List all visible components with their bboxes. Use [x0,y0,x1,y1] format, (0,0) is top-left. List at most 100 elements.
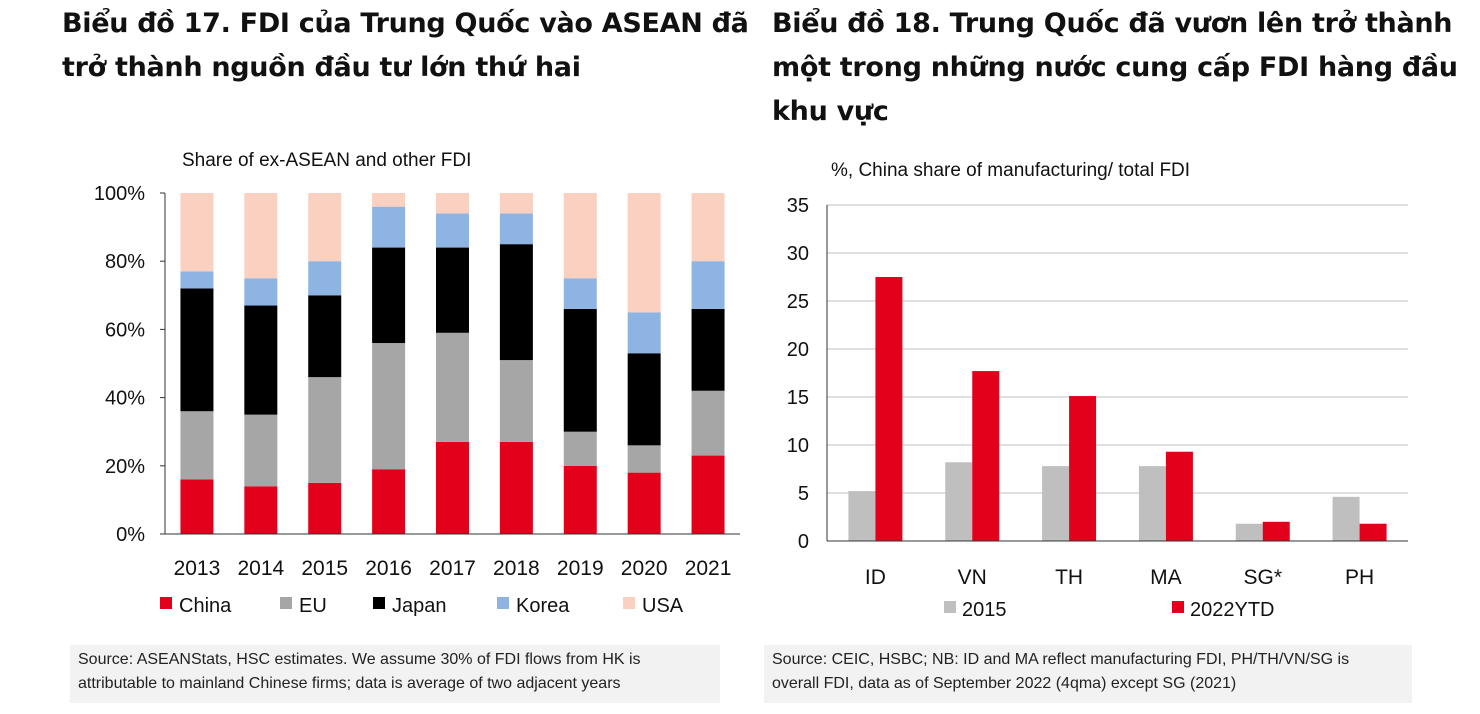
bar-2015-ID [848,491,876,541]
bar-japan-2019 [563,308,597,432]
bar-usa-2015 [308,193,342,262]
bar-china-2017 [436,441,469,534]
legend-label-korea: Korea [516,595,570,617]
bar-eu-2014 [244,414,278,487]
bar-usa-2017 [436,193,469,214]
bar-china-2013 [180,479,214,534]
legend-swatch-eu [280,597,292,609]
chart-title: %, China share of manufacturing/ total F… [831,160,1190,181]
bar-2015-MA [1138,466,1166,541]
bar-usa-2018 [499,193,533,214]
legend-swatch-japan [373,597,385,609]
bar-korea-2014 [244,278,278,306]
bar-japan-2016 [372,247,406,344]
y-tick-label: 10 [787,435,809,457]
bar-eu-2019 [563,431,597,466]
legend-label-eu: EU [299,595,327,617]
right-title-line-3: khu vực [772,96,889,127]
right-title-line-1: Biểu đồ 18. Trung Quốc đã vươn lên trở t… [772,8,1453,39]
right-title-line-2: một trong những nước cung cấp FDI hàng đ… [772,52,1458,83]
bar-japan-2020 [627,353,661,446]
bar-usa-2021 [691,193,725,262]
bar-china-2020 [627,472,661,534]
y-tick-label: 20% [105,456,145,478]
x-tick-label: 2017 [429,557,476,580]
y-tick-label: 80% [105,251,145,273]
bar-2022ytd-ID [875,277,903,541]
y-tick-label: 40% [105,388,145,410]
left-source-line-2: attributable to mainland Chinese firms; … [78,675,621,692]
x-tick-label: 2020 [621,557,668,580]
y-tick-label: 5 [798,483,809,505]
legend-swatch-usa [623,597,635,609]
x-tick-label: 2018 [493,557,540,580]
bar-china-2019 [563,465,597,534]
bar-japan-2015 [308,295,342,378]
bar-korea-2015 [308,261,342,296]
x-tick-label: 2021 [685,557,732,580]
y-tick-label: 0 [798,531,809,553]
bar-eu-2013 [180,411,214,480]
bar-japan-2014 [244,305,278,415]
bar-japan-2013 [180,288,214,412]
bar-korea-2020 [627,312,661,354]
right-chart-title: Biểu đồ 18. Trung Quốc đã vươn lên trở t… [772,2,1472,134]
left-title-line-1: Biểu đồ 17. FDI của Trung Quốc vào ASEAN… [62,8,749,39]
bar-2015-VN [945,462,973,541]
bar-usa-2013 [180,193,214,272]
bar-usa-2016 [372,193,406,207]
bar-japan-2018 [499,244,533,361]
bar-eu-2016 [372,343,406,470]
legend-label-japan: Japan [392,595,447,617]
chart-title: Share of ex-ASEAN and other FDI [182,150,471,171]
left-source-note: Source: ASEANStats, HSC estimates. We as… [70,645,720,703]
left-chart-title: Biểu đồ 17. FDI của Trung Quốc vào ASEAN… [62,2,752,90]
bar-usa-2019 [563,193,597,279]
bar-china-2014 [244,486,278,534]
bar-china-2016 [372,469,406,534]
bar-korea-2013 [180,271,214,289]
legend-swatch-2022ytd [1172,601,1184,613]
bar-eu-2020 [627,445,661,473]
y-tick-label: 20 [787,339,809,361]
bar-eu-2015 [308,377,342,483]
legend-label-2015: 2015 [962,599,1007,621]
left-title-line-2: trở thành nguồn đầu tư lớn thứ hai [62,52,581,83]
stacked-bar-chart: Share of ex-ASEAN and other FDI 0% 20% 40% 6… [94,150,740,617]
bar-korea-2019 [563,278,597,309]
legend-swatch-2015 [944,601,956,613]
x-tick-label: 2013 [174,557,221,580]
x-tick-label: TH [1055,566,1083,589]
y-tick-label: 60% [105,319,145,341]
bar-2022ytd-VN [972,371,1000,541]
bar-eu-2017 [436,332,469,442]
bar-china-2015 [308,482,342,534]
bar-eu-2021 [691,390,725,456]
left-source-line-1: Source: ASEANStats, HSC estimates. We as… [78,651,641,668]
x-tick-label: MA [1150,566,1182,589]
bar-japan-2017 [436,247,469,333]
y-tick-label: 15 [787,387,809,409]
legend-label-2022ytd: 2022YTD [1190,599,1275,621]
x-tick-label: PH [1345,566,1374,589]
bar-2022ytd-PH [1359,523,1387,541]
bar-eu-2018 [499,360,533,442]
bar-2022ytd-TH [1069,396,1097,541]
bar-japan-2021 [691,308,725,391]
x-tick-label: 2019 [557,557,604,580]
x-tick-label: ID [865,566,886,589]
bar-2022ytd-MA [1165,451,1193,541]
bar-korea-2017 [436,213,469,248]
legend-swatch-china [160,597,172,609]
bar-2022ytd-SG [1262,521,1290,541]
bar-usa-2020 [627,193,661,313]
x-tick-label: 2015 [301,557,348,580]
x-tick-label: SG* [1243,566,1282,589]
bar-2015-TH [1042,466,1070,541]
right-source-note: Source: CEIC, HSBC; NB: ID and MA reflec… [764,645,1412,703]
bar-korea-2018 [499,213,533,245]
y-tick-label: 30 [787,243,809,265]
x-tick-label: 2016 [365,557,412,580]
bar-china-2018 [499,441,533,534]
y-tick-label: 0% [116,524,145,546]
